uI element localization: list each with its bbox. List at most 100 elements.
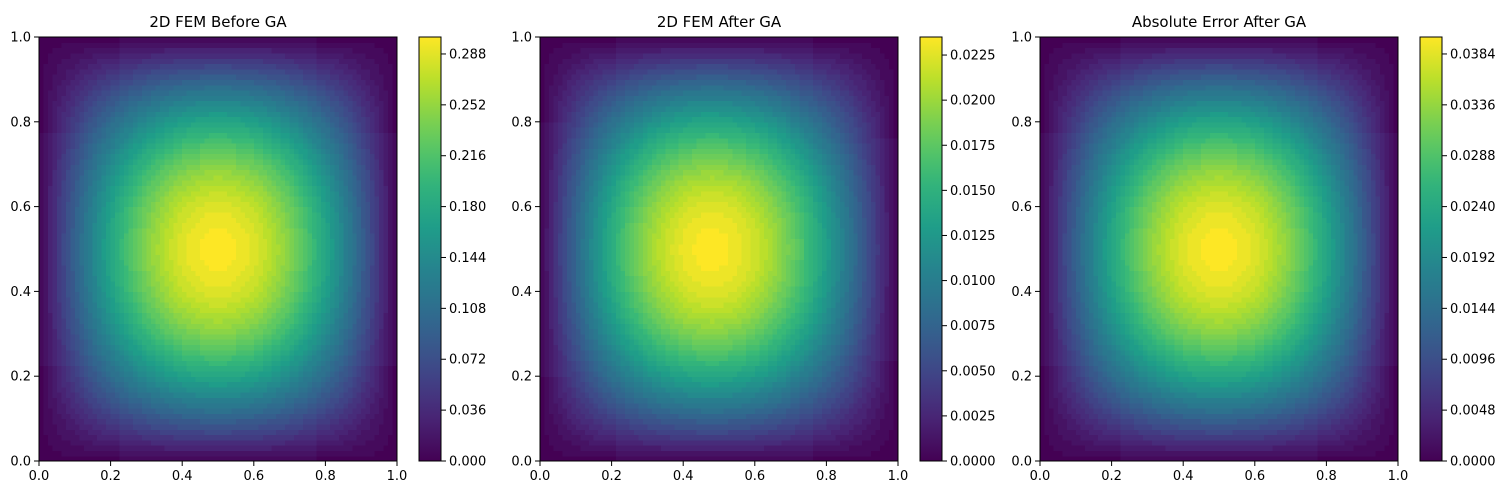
heatmap-cell (110, 47, 116, 54)
heatmap-cell (253, 280, 259, 287)
heatmap-cell (289, 127, 295, 133)
heatmap-cell (226, 211, 233, 218)
heatmap-cell (200, 259, 206, 266)
heatmap-cell (101, 455, 107, 462)
heatmap-cell (258, 211, 264, 218)
heatmap-cell (119, 148, 125, 155)
heatmap-cell (249, 392, 255, 398)
heatmap-cell (244, 148, 250, 155)
heatmap-cell (83, 180, 89, 186)
heatmap-cell (280, 370, 286, 377)
heatmap-cell (173, 291, 179, 298)
heatmap-cell (65, 360, 71, 367)
heatmap-cell (271, 270, 277, 277)
heatmap-cell (231, 47, 237, 54)
heatmap-cell (61, 201, 67, 208)
heatmap-cell (213, 164, 219, 171)
heatmap-cell (61, 158, 67, 165)
heatmap-cell (155, 227, 161, 234)
heatmap-cell (298, 201, 304, 208)
heatmap-cell (79, 148, 85, 155)
heatmap-cell (106, 455, 112, 462)
heatmap-cell (316, 450, 322, 457)
heatmap-cell (307, 445, 313, 451)
heatmap-cell (88, 116, 94, 123)
heatmap-cell (146, 344, 152, 351)
heatmap-cell (88, 455, 94, 462)
heatmap-cell (253, 164, 259, 171)
heatmap-cell (285, 339, 291, 345)
heatmap-cell (168, 222, 174, 229)
heatmap-cell (240, 42, 246, 49)
heatmap-cell (137, 381, 143, 388)
heatmap-cell (79, 68, 85, 75)
heatmap-cell (61, 37, 67, 43)
heatmap-cell (316, 339, 322, 345)
heatmap-cell (115, 174, 121, 181)
heatmap-cell (249, 201, 255, 208)
heatmap-cell (124, 376, 130, 383)
heatmap-cell (200, 286, 206, 292)
heatmap-cell (262, 333, 268, 340)
heatmap-cell (132, 254, 139, 261)
heatmap-cell (182, 349, 188, 356)
heatmap-cell (235, 37, 241, 43)
heatmap-cell (39, 291, 45, 298)
heatmap-cell (303, 185, 309, 192)
heatmap-cell (289, 185, 295, 192)
heatmap-cell (285, 365, 291, 372)
heatmap-cell (253, 386, 259, 393)
heatmap-cell (231, 254, 237, 261)
heatmap-cell (106, 42, 112, 49)
heatmap-cell (47, 68, 54, 75)
heatmap-cell (159, 111, 165, 118)
heatmap-cell (262, 455, 268, 462)
heatmap-cell (79, 333, 85, 340)
heatmap-cell (124, 206, 130, 213)
heatmap-cell (88, 323, 94, 330)
heatmap-cell (249, 42, 255, 49)
heatmap-cell (186, 233, 192, 239)
heatmap-cell (231, 286, 237, 292)
heatmap-cell (83, 429, 89, 436)
heatmap-cell (182, 397, 188, 404)
heatmap-cell (56, 190, 62, 197)
heatmap-cell (276, 259, 282, 266)
heatmap-cell (101, 169, 107, 176)
heatmap-cell (253, 116, 259, 123)
heatmap-cell (222, 418, 228, 425)
heatmap-cell (43, 307, 49, 314)
heatmap-cell (276, 344, 282, 351)
heatmap-cell (240, 105, 246, 112)
heatmap-cell (285, 307, 291, 314)
heatmap-cell (115, 217, 121, 224)
heatmap-cell (244, 217, 250, 224)
heatmap-cell (186, 158, 192, 165)
heatmap-cell (101, 270, 107, 277)
heatmap-cell (307, 158, 313, 165)
heatmap-cell (124, 174, 130, 181)
heatmap-cell (226, 68, 233, 75)
heatmap-cell (222, 238, 228, 245)
heatmap-cell (56, 434, 62, 441)
heatmap-cell (213, 376, 219, 383)
heatmap-cell (213, 450, 219, 457)
heatmap-cell (101, 52, 107, 59)
heatmap-cell (298, 402, 304, 409)
heatmap-cell (110, 148, 116, 155)
heatmap-cell (70, 286, 76, 292)
heatmap-cell (226, 355, 233, 361)
heatmap-cell (226, 376, 233, 383)
heatmap-cell (276, 227, 282, 234)
heatmap-cell (141, 143, 147, 149)
heatmap-cell (150, 408, 156, 414)
heatmap-cell (195, 79, 201, 86)
heatmap-cell (218, 116, 224, 123)
heatmap-cell (39, 418, 45, 425)
heatmap-cell (307, 190, 313, 197)
heatmap-cell (141, 243, 147, 250)
heatmap-cell (61, 259, 67, 266)
heatmap-cell (298, 58, 304, 65)
heatmap-cell (213, 249, 219, 255)
heatmap-cell (294, 418, 300, 425)
